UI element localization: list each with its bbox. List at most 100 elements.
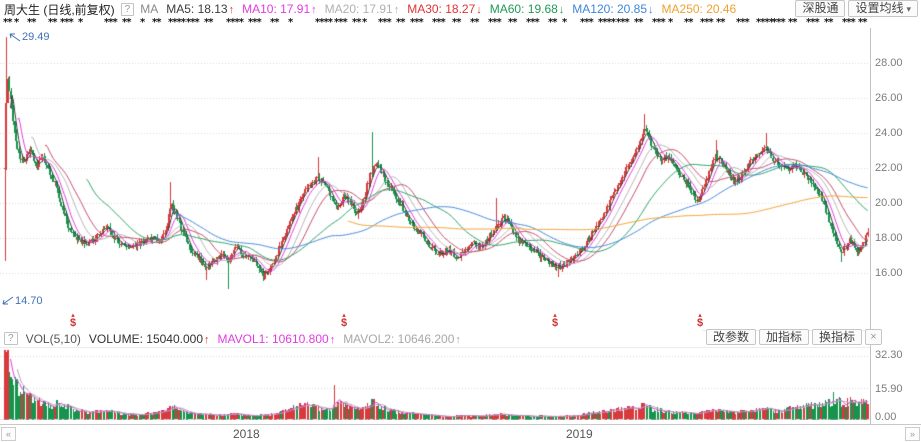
main-chart-canvas[interactable] (0, 28, 870, 320)
panel-separator-bottom (0, 347, 870, 348)
event-marker[interactable]: ** (824, 17, 834, 28)
highest-price-value: 29.49 (22, 31, 50, 43)
event-marker[interactable]: *** (104, 17, 118, 28)
event-marker[interactable]: ** (684, 17, 694, 28)
event-marker[interactable]: ** (152, 17, 162, 28)
chart-header: 周大生 (日线,前复权) ? MA MA5: 18.13↑ MA10: 17.91… (0, 0, 921, 18)
ma-settings-button[interactable]: 设置均线 ▾ (848, 0, 918, 17)
volume-value: VOLUME: 15040.000 (88, 331, 203, 346)
ma120-trend-arrow: ↓ (648, 4, 654, 16)
event-marker[interactable]: ** (352, 17, 362, 28)
dividend-marker[interactable]: ▴ $ (693, 312, 707, 329)
axis-divider (870, 28, 871, 424)
price-axis-label: 22.00 (875, 162, 903, 174)
event-marker[interactable]: **** (756, 17, 774, 28)
volume-chart-canvas[interactable] (0, 348, 870, 420)
change-params-button[interactable]: 改参数 (705, 329, 756, 345)
volume-axis-label: 32.30 (875, 349, 903, 361)
ma5-trend-arrow: ↑ (228, 4, 235, 16)
event-marker[interactable]: * (362, 17, 367, 28)
event-marker[interactable]: * (288, 17, 293, 28)
event-marker[interactable]: *** (700, 17, 714, 28)
event-marker[interactable]: ** (788, 17, 798, 28)
event-marker[interactable]: ** (48, 17, 58, 28)
help-icon[interactable]: ? (120, 2, 135, 16)
volume-help-icon[interactable]: ? (4, 332, 18, 345)
event-marker[interactable]: **** (226, 17, 244, 28)
close-icon[interactable]: × (865, 329, 882, 345)
caret-up-icon: ▴ (553, 312, 557, 319)
volume-axis-label: 15.90 (875, 383, 903, 395)
mavol1-trend-arrow: ↑ (329, 333, 336, 346)
event-marker[interactable]: *** (652, 17, 666, 28)
event-marker[interactable]: ** (508, 17, 518, 28)
stock-title: 周大生 (日线,前复权) (4, 2, 115, 17)
event-marker[interactable]: *** (580, 17, 594, 28)
event-marker[interactable]: * (78, 17, 83, 28)
event-marker[interactable]: **** (168, 17, 186, 28)
event-marker[interactable]: *** (186, 17, 200, 28)
event-marker[interactable]: ** (396, 17, 406, 28)
event-marker[interactable]: *** (334, 17, 348, 28)
event-marker[interactable]: *** (432, 17, 446, 28)
event-marker[interactable]: ** (858, 17, 868, 28)
event-marker[interactable]: * (668, 17, 673, 28)
event-marker[interactable]: * (14, 17, 19, 28)
event-marker[interactable]: *** (772, 17, 786, 28)
event-marker[interactable]: ** (27, 17, 37, 28)
caret-up-icon: ▴ (71, 312, 75, 319)
event-marker[interactable]: ** (716, 17, 726, 28)
ma-settings-label: 设置均线 (855, 1, 904, 15)
event-marker[interactable]: **** (598, 17, 616, 28)
event-marker[interactable]: ** (204, 17, 214, 28)
event-marker[interactable]: ** (270, 17, 280, 28)
event-marker[interactable]: *** (736, 17, 750, 28)
event-marker[interactable]: *** (60, 17, 74, 28)
mavol2-trend-arrow: ↑ (455, 333, 461, 346)
caret-up-icon: ▴ (698, 312, 702, 319)
switch-indicator-button[interactable]: 换指标 (811, 329, 862, 345)
event-marker[interactable]: *** (410, 17, 424, 28)
ma10-value: MA10: 17.91 (242, 2, 311, 16)
event-marker[interactable]: *** (248, 17, 262, 28)
add-indicator-button[interactable]: 加指标 (758, 329, 809, 345)
event-marker[interactable]: ** (634, 17, 644, 28)
dividend-marker[interactable]: ▴ $ (66, 312, 80, 329)
event-marker[interactable]: *** (842, 17, 856, 28)
event-marker[interactable]: ** (548, 17, 558, 28)
scroll-left-icon[interactable]: « (1, 427, 16, 441)
volume-trend-arrow: ↑ (204, 333, 210, 346)
ma30-value: MA30: 18.27 (407, 2, 476, 16)
event-marker[interactable]: ** (3, 17, 13, 28)
event-marker[interactable]: ** (452, 17, 462, 28)
event-marker[interactable]: ** (470, 17, 480, 28)
ma60-trend-arrow: ↓ (558, 4, 565, 16)
price-axis-label: 18.00 (875, 232, 903, 244)
price-axis-label: 26.00 (875, 92, 903, 104)
volume-axis-label: 0.00 (875, 411, 897, 423)
dividend-marker[interactable]: ▴ $ (337, 312, 351, 329)
market-link-button[interactable]: 深股通 (795, 0, 846, 17)
ma10-trend-arrow: ↑ (311, 4, 317, 16)
event-marker[interactable]: * (140, 17, 145, 28)
event-marker[interactable]: *** (488, 17, 502, 28)
event-marker[interactable]: *** (616, 17, 630, 28)
ma250-value: MA250: 20.46 (661, 2, 737, 16)
event-marker[interactable]: *** (526, 17, 540, 28)
dollar-icon: $ (551, 317, 559, 329)
ma20-trend-arrow: ↑ (393, 4, 400, 16)
dividend-marker[interactable]: ▴ $ (548, 312, 562, 329)
event-marker[interactable]: *** (378, 17, 392, 28)
arrow-up-left-icon (9, 33, 21, 42)
dollar-icon: $ (69, 317, 77, 329)
scroll-right-icon[interactable]: » (905, 427, 920, 441)
price-axis-label: 24.00 (875, 127, 903, 139)
event-marker[interactable]: **** (315, 17, 333, 28)
event-marker[interactable]: *** (806, 17, 820, 28)
volume-indicator-label: VOL(5,10) (25, 331, 81, 346)
event-marker[interactable]: ** (122, 17, 132, 28)
ma120-value: MA120: 20.85 (572, 2, 648, 16)
event-marker[interactable]: * (562, 17, 567, 28)
year-label-2019: 2019 (566, 427, 593, 441)
